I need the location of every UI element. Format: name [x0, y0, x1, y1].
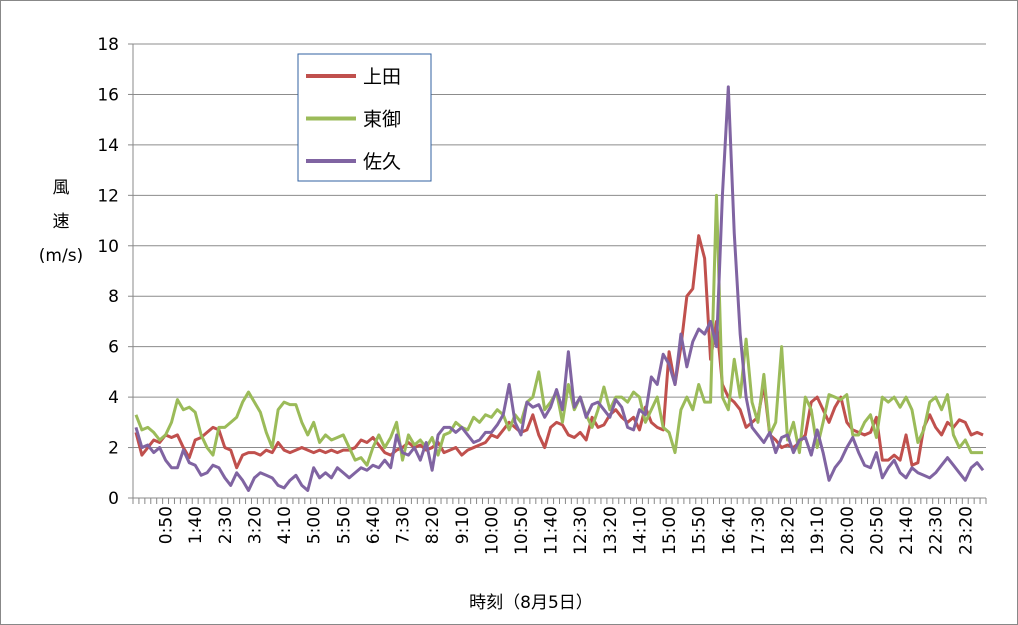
- x-tick-label: 14:10: [630, 506, 650, 555]
- y-tick-label: 2: [108, 439, 119, 459]
- x-tick-label: 10:00: [482, 506, 502, 555]
- y-tick-label: 0: [108, 489, 119, 509]
- x-tick-label: 21:40: [897, 506, 917, 555]
- x-tick-label: 7:30: [394, 506, 414, 544]
- x-tick-label: 18:20: [779, 506, 799, 555]
- y-tick-label: 18: [97, 35, 119, 55]
- x-tick-label: 13:20: [601, 506, 621, 555]
- x-tick-label: 5:50: [334, 506, 354, 544]
- legend-label: 上田: [363, 66, 401, 88]
- y-tick-label: 8: [108, 287, 119, 307]
- x-tick-label: 5:00: [305, 506, 325, 544]
- y-axis-title: 風: [53, 178, 70, 198]
- x-tick-label: 15:50: [690, 506, 710, 555]
- x-tick-label: 11:40: [542, 506, 562, 555]
- x-tick-label: 1:40: [186, 506, 206, 544]
- data-line: [134, 193, 984, 467]
- x-tick-label: 9:10: [453, 506, 473, 544]
- x-tick-label: 6:40: [364, 506, 384, 544]
- x-tick-label: 4:10: [275, 506, 295, 544]
- x-tick-label: 22:30: [927, 506, 947, 555]
- y-tick-label: 14: [97, 136, 119, 156]
- x-tick-label: 17:30: [749, 506, 769, 555]
- legend-label: 東御: [363, 109, 401, 131]
- x-tick-label: 19:10: [808, 506, 828, 555]
- x-tick-label: 23:20: [956, 506, 976, 555]
- data-line: [134, 234, 984, 470]
- y-tick-label: 4: [108, 388, 119, 408]
- y-axis-title: 速: [53, 212, 70, 232]
- legend-label: 佐久: [363, 151, 401, 173]
- x-tick-label: 10:50: [512, 506, 532, 555]
- y-tick-label: 6: [108, 338, 119, 358]
- x-tick-label: 12:30: [571, 506, 591, 555]
- x-tick-label: 20:00: [838, 506, 858, 555]
- data-line: [134, 85, 985, 492]
- x-tick-label: 0:50: [157, 506, 177, 544]
- y-axis-title: (m/s): [39, 246, 83, 266]
- y-tick-label: 12: [97, 186, 119, 206]
- y-tick-label: 16: [97, 85, 119, 105]
- x-tick-label: 16:40: [719, 506, 739, 555]
- x-tick-label: 2:30: [216, 506, 236, 544]
- x-tick-label: 3:20: [245, 506, 265, 544]
- x-axis-title: 時刻（8月5日）: [469, 593, 593, 613]
- x-tick-label: 20:50: [867, 506, 887, 555]
- x-tick-label: 8:20: [423, 506, 443, 544]
- x-tick-label: 15:00: [660, 506, 680, 555]
- y-tick-label: 10: [97, 237, 119, 257]
